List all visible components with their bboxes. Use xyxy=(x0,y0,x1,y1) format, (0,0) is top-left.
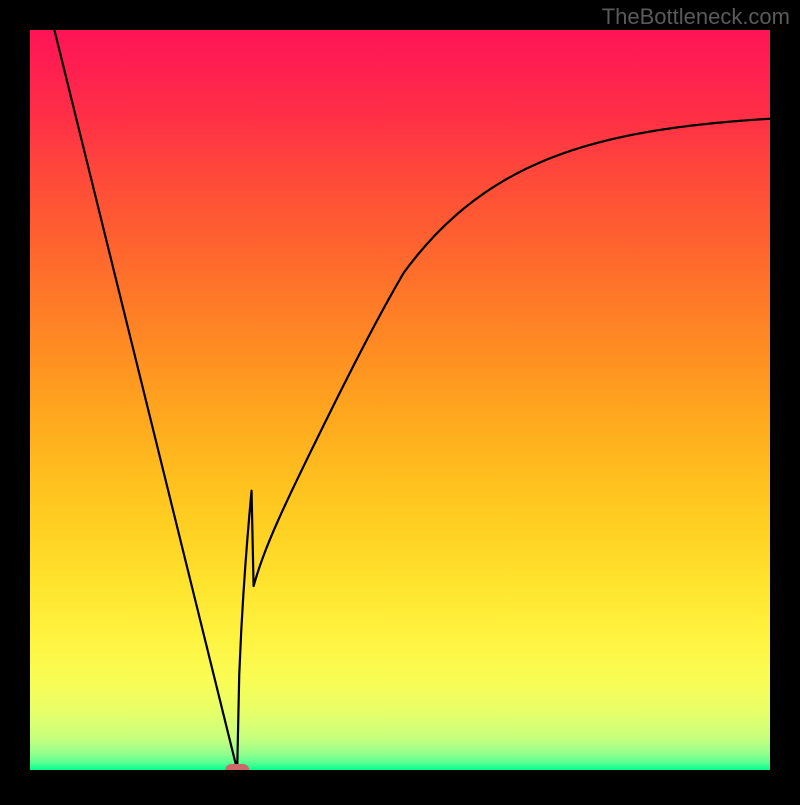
watermark: TheBottleneck.com xyxy=(602,4,790,30)
plot-background xyxy=(30,30,770,770)
bottleneck-chart xyxy=(0,0,800,800)
chart-container: TheBottleneck.com xyxy=(0,0,800,800)
